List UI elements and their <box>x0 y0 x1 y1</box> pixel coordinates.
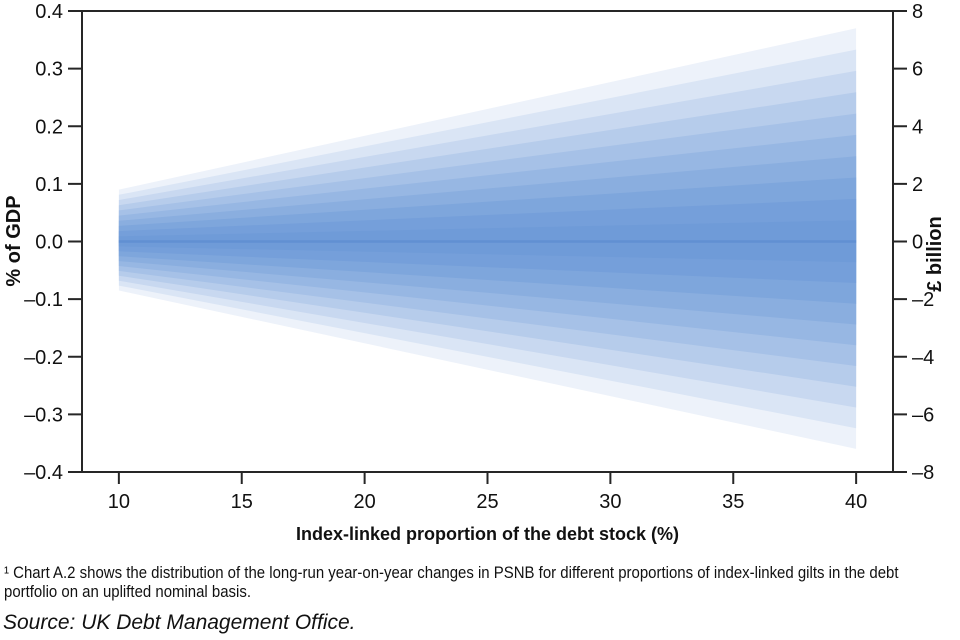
fan-chart: 0.40.30.20.10.0–0.1–0.2–0.3–0.486420–2–4… <box>3 1 946 544</box>
y-left-tick-label: –0.4 <box>24 462 63 484</box>
y-right-tick-label: –2 <box>912 289 934 311</box>
x-tick-label: 30 <box>599 491 621 513</box>
y-right-axis-title: £ billion <box>924 216 946 292</box>
y-right-tick-label: –4 <box>912 347 934 369</box>
y-right-tick-label: 4 <box>912 116 923 138</box>
y-left-tick-label: 0.4 <box>35 1 63 23</box>
footnote-line-1: ¹ Chart A.2 shows the distribution of th… <box>4 563 899 582</box>
y-right-tick-label: 8 <box>912 1 923 23</box>
x-tick-label: 10 <box>108 491 130 513</box>
x-tick-label: 15 <box>231 491 253 513</box>
footnote-line-2: portfolio on an uplifted nominal basis. <box>4 581 252 601</box>
y-left-axis-title: % of GDP <box>3 195 25 286</box>
source-caption: Source: UK Debt Management Office. <box>3 611 356 634</box>
y-right-tick-label: 2 <box>912 174 923 196</box>
x-axis-title: Index-linked proportion of the debt stoc… <box>296 524 679 544</box>
x-tick-label: 25 <box>476 491 498 513</box>
y-right-tick-label: 6 <box>912 59 923 81</box>
y-left-tick-label: 0.0 <box>35 232 63 254</box>
x-tick-label: 20 <box>353 491 375 513</box>
y-left-tick-label: –0.3 <box>24 404 63 426</box>
y-right-tick-label: –8 <box>912 462 934 484</box>
y-left-tick-label: 0.2 <box>35 116 63 138</box>
y-right-tick-label: 0 <box>912 232 923 254</box>
y-left-tick-label: 0.1 <box>35 174 63 196</box>
y-left-tick-label: –0.2 <box>24 347 63 369</box>
x-tick-label: 40 <box>845 491 867 513</box>
footnote: ¹ Chart A.2 shows the distribution of th… <box>4 563 899 601</box>
x-tick-label: 35 <box>722 491 744 513</box>
y-right-tick-label: –6 <box>912 404 934 426</box>
y-left-tick-label: –0.1 <box>24 289 63 311</box>
y-left-tick-label: 0.3 <box>35 59 63 81</box>
